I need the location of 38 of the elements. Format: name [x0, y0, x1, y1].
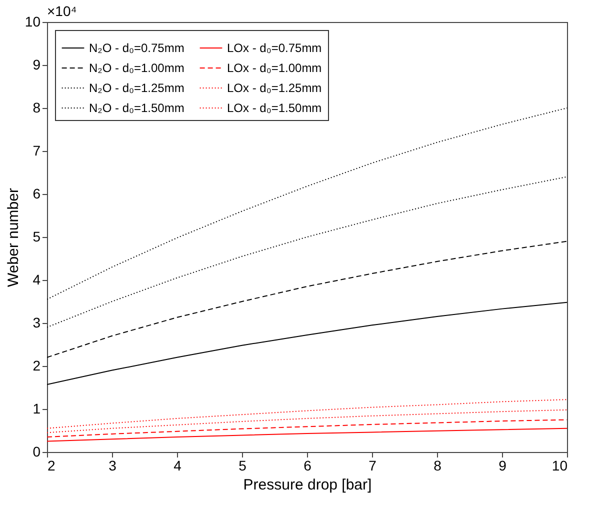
y-tick-label: 5 [32, 228, 41, 244]
y-tick-label: 1 [32, 400, 41, 416]
x-tick-label: 7 [368, 458, 377, 474]
y-tick-label: 0 [32, 444, 41, 460]
y-tick-label: 3 [32, 314, 41, 330]
legend-label: LOx - d₀=1.25mm [227, 81, 322, 95]
line-series [47, 428, 567, 442]
text: ×10⁴ [47, 3, 77, 19]
legend-label: N₂O - d₀=1.00mm [89, 61, 184, 75]
line-series [47, 409, 567, 434]
y-tick-label: 7 [32, 142, 41, 158]
y-tick-label: 6 [32, 186, 41, 202]
x-tick-label: 5 [238, 458, 247, 474]
line-series [47, 302, 567, 385]
x-tick-label: 2 [48, 458, 56, 474]
legend-label: LOx - d₀=1.00mm [227, 61, 322, 75]
legend-label: N₂O - d₀=0.75mm [89, 41, 184, 55]
y-tick-label: 2 [32, 358, 41, 374]
x-tick-label: 9 [498, 458, 507, 474]
y-tick-label: 8 [32, 100, 41, 116]
legend-label: LOx - d₀=0.75mm [227, 41, 322, 55]
x-tick-label: 8 [434, 458, 442, 474]
legend-label: N₂O - d₀=1.50mm [89, 101, 184, 115]
x-tick-label: 3 [108, 458, 117, 474]
y-tick-label: 9 [32, 56, 41, 72]
line-series [47, 176, 567, 328]
x-tick-label: 4 [174, 458, 182, 474]
x-tick-label: 10 [552, 458, 568, 474]
legend-label: LOx - d₀=1.50mm [227, 101, 322, 115]
line-series [47, 399, 567, 429]
line-series [47, 240, 567, 358]
x-axis-title: Pressure drop [bar] [243, 476, 372, 494]
y-axis-title: Weber number [4, 188, 22, 287]
y-tick-label: 10 [24, 14, 41, 30]
y-tick-label: 4 [32, 272, 41, 288]
legend-label: N₂O - d₀=1.25mm [89, 81, 184, 95]
line-series [47, 419, 567, 438]
x-tick-label: 6 [304, 458, 312, 474]
